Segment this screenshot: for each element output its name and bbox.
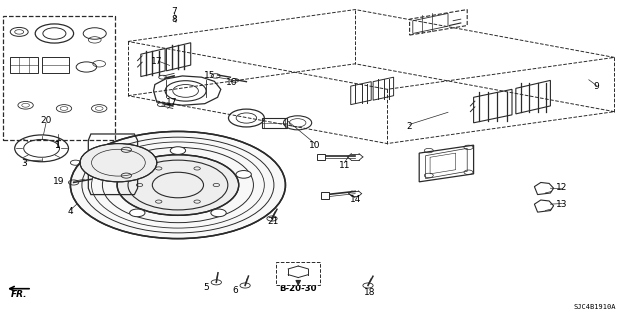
Text: 16: 16 (226, 78, 237, 87)
Circle shape (130, 209, 145, 217)
Bar (317, 154, 325, 160)
Circle shape (104, 171, 120, 178)
Text: 6: 6 (232, 286, 237, 295)
Bar (3, 16, 115, 140)
Text: 14: 14 (349, 195, 361, 204)
Text: 17: 17 (166, 98, 177, 107)
Bar (321, 192, 329, 199)
Text: 10: 10 (309, 141, 321, 150)
Text: 21: 21 (267, 217, 278, 226)
Text: 15: 15 (204, 71, 216, 80)
Text: 12: 12 (556, 183, 568, 192)
Text: FR.: FR. (11, 290, 28, 299)
Text: 5: 5 (204, 283, 209, 292)
Text: 1: 1 (55, 141, 60, 150)
Circle shape (236, 171, 252, 178)
Text: 11: 11 (339, 161, 350, 170)
Text: 9: 9 (594, 82, 599, 91)
Circle shape (211, 209, 226, 217)
Text: 8: 8 (172, 15, 177, 24)
Text: 19: 19 (53, 177, 65, 186)
Text: SJC4B1910A: SJC4B1910A (574, 304, 616, 310)
Text: 2: 2 (407, 122, 412, 130)
Circle shape (285, 265, 311, 278)
Text: 7: 7 (172, 7, 177, 16)
Circle shape (117, 155, 239, 215)
Text: 3: 3 (22, 159, 27, 168)
Text: B-20-30: B-20-30 (280, 284, 317, 293)
Text: 18: 18 (364, 288, 376, 297)
Text: 13: 13 (556, 200, 568, 209)
Bar (276, 262, 320, 285)
Circle shape (170, 147, 186, 154)
Circle shape (70, 131, 285, 239)
Text: 17: 17 (151, 57, 163, 66)
Circle shape (80, 144, 157, 182)
Text: 4: 4 (68, 207, 73, 216)
Text: 1: 1 (55, 141, 60, 150)
Text: 20: 20 (40, 116, 52, 125)
